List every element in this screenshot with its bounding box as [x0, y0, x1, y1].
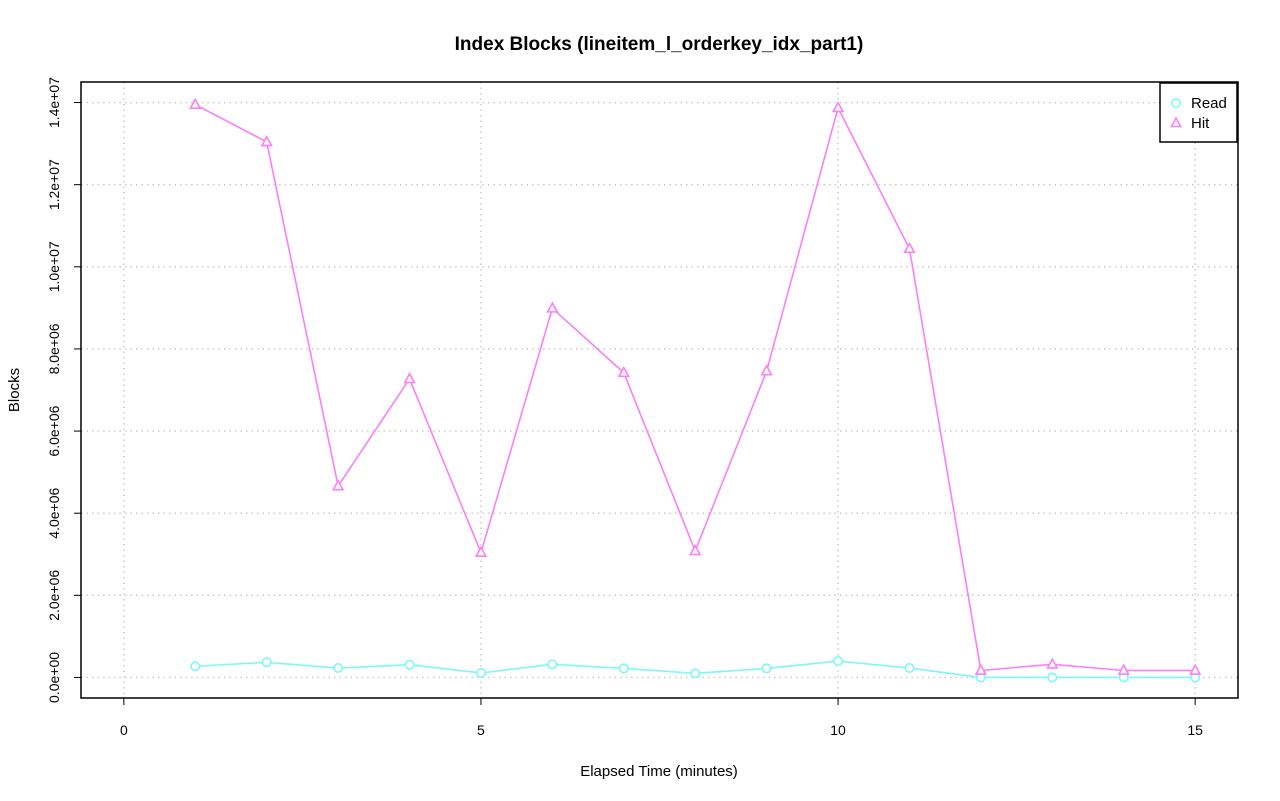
- x-tick-label-3: 15: [1187, 722, 1203, 738]
- series-hit-point-7: [689, 544, 702, 556]
- series-read-point-5: [547, 659, 558, 670]
- y-tick-label-0: 0.0e+00: [46, 652, 62, 703]
- series-read-point-7: [690, 668, 701, 679]
- y-axis-title: Blocks: [6, 368, 23, 412]
- series-read-point-0: [190, 661, 201, 672]
- series-hit-point-0: [189, 97, 202, 109]
- y-tick-label-5: 1.0e+07: [46, 241, 62, 292]
- series-hit-line: [194, 103, 1196, 672]
- series-hit-point-11: [974, 663, 988, 675]
- x-tick-label-0: 0: [120, 722, 128, 738]
- y-tick-label-3: 6.0e+06: [46, 405, 62, 456]
- legend-box: [1159, 82, 1238, 143]
- y-tick-label-1: 2.0e+06: [46, 570, 62, 621]
- legend: Read Hit: [1159, 82, 1238, 143]
- series-read-point-8: [761, 663, 772, 674]
- series-read-point-2: [333, 663, 344, 674]
- x-tick-label-2: 10: [830, 722, 846, 738]
- series-read: [190, 656, 1201, 683]
- series-hit-point-2: [331, 479, 345, 491]
- series-read-point-1: [261, 657, 272, 668]
- x-tick-label-1: 5: [477, 722, 485, 738]
- series-layer: [189, 97, 1202, 683]
- x-axis-title: Elapsed Time (minutes): [580, 763, 738, 780]
- x-axis: 0 5 10 15: [120, 698, 1203, 738]
- y-tick-label-7: 1.4e+07: [46, 77, 62, 128]
- y-tick-label-4: 8.0e+06: [46, 323, 62, 374]
- series-read-point-3: [404, 659, 415, 670]
- chart-title: Index Blocks (lineitem_l_orderkey_idx_pa…: [455, 34, 864, 55]
- series-read-point-9: [833, 656, 844, 667]
- plot-frame: [80, 81, 1239, 699]
- series-hit: [189, 97, 1202, 675]
- legend-hit-marker: [1170, 116, 1182, 128]
- grid: [81, 82, 1238, 698]
- series-hit-point-6: [617, 365, 630, 378]
- series-read-point-10: [904, 663, 915, 674]
- legend-read-marker: [1171, 98, 1181, 108]
- series-hit-point-3: [403, 372, 416, 384]
- series-hit-point-14: [1189, 663, 1202, 675]
- y-tick-label-6: 1.2e+07: [46, 159, 62, 210]
- series-hit-point-8: [760, 364, 773, 376]
- series-hit-point-4: [474, 545, 488, 558]
- series-hit-point-12: [1046, 657, 1059, 669]
- legend-hit-label: Hit: [1191, 115, 1210, 132]
- legend-read-label: Read: [1191, 95, 1227, 112]
- y-tick-label-2: 4.0e+06: [46, 487, 62, 538]
- y-axis: 0.0e+00 2.0e+06 4.0e+06 6.0e+06 8.0e+06 1.0e+…: [46, 77, 81, 703]
- series-read-point-12: [1047, 672, 1058, 683]
- series-hit-point-10: [903, 241, 916, 254]
- series-read-point-4: [475, 667, 486, 678]
- series-read-point-6: [618, 663, 629, 674]
- series-hit-point-9: [831, 101, 845, 113]
- series-hit-point-5: [546, 301, 559, 313]
- series-hit-point-13: [1117, 663, 1130, 675]
- series-hit-point-1: [260, 135, 273, 147]
